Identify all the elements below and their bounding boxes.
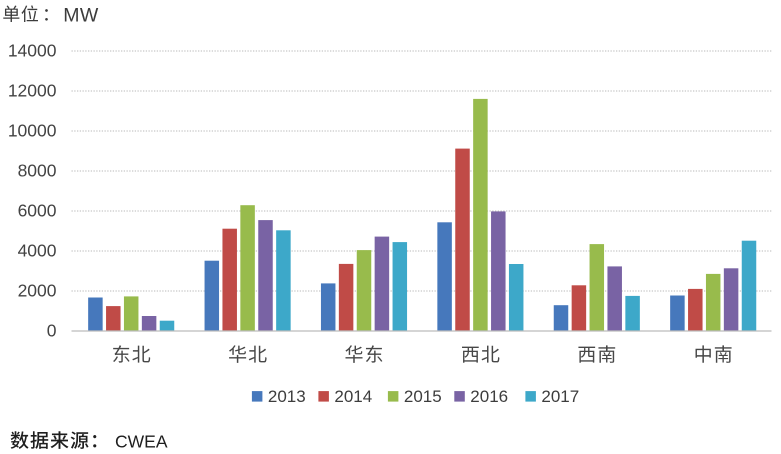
svg-text:10000: 10000 [8, 121, 57, 141]
svg-text:4000: 4000 [18, 241, 57, 261]
svg-text:2017: 2017 [541, 387, 579, 406]
svg-text:12000: 12000 [8, 81, 57, 101]
svg-text:CWEA: CWEA [115, 432, 168, 452]
svg-text:2015: 2015 [404, 387, 442, 406]
svg-text:8000: 8000 [18, 161, 57, 181]
svg-text:0: 0 [47, 321, 57, 341]
svg-text:14000: 14000 [8, 41, 57, 61]
svg-text:2000: 2000 [18, 281, 57, 301]
svg-text:2014: 2014 [334, 387, 372, 406]
svg-text:2013: 2013 [268, 387, 306, 406]
svg-text:6000: 6000 [18, 201, 57, 221]
svg-text:2016: 2016 [470, 387, 508, 406]
svg-text:MW: MW [63, 4, 99, 26]
